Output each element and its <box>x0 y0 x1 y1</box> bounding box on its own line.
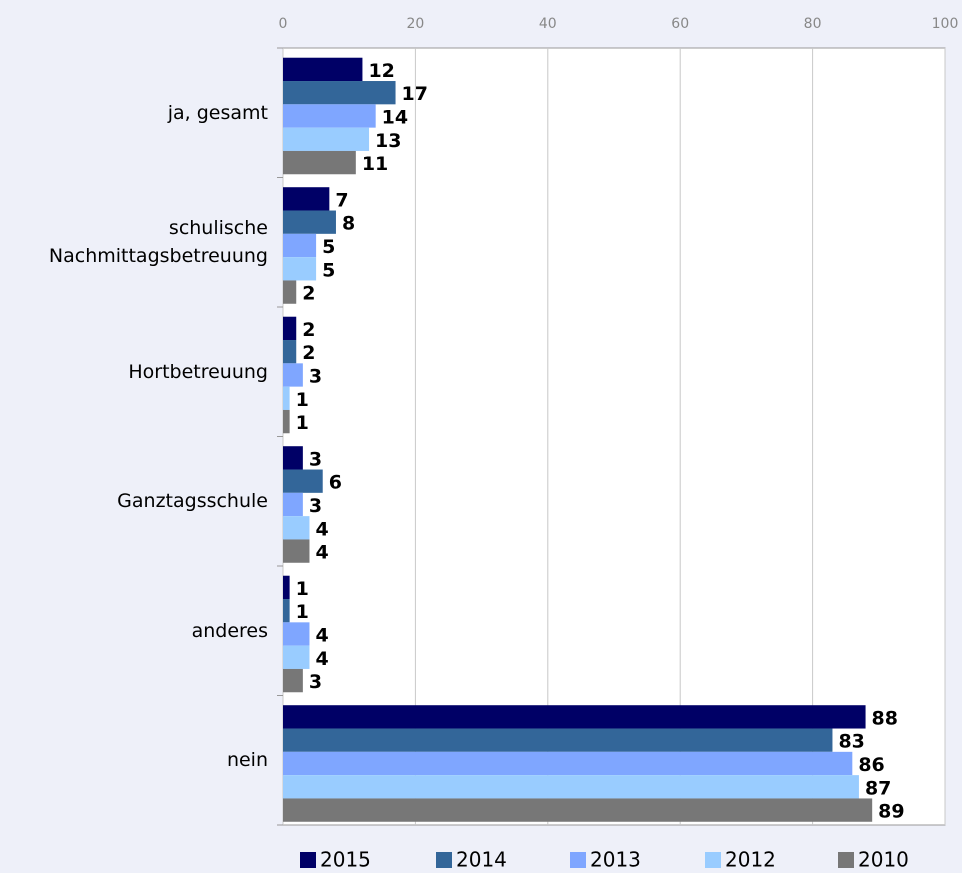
data-label: 1 <box>296 601 309 623</box>
data-label: 2 <box>302 319 315 341</box>
data-label: 12 <box>368 60 394 82</box>
bar <box>283 668 303 693</box>
data-label: 6 <box>329 472 342 494</box>
legend-swatch <box>705 852 721 868</box>
bar <box>283 469 323 493</box>
x-tick-label: 80 <box>804 16 822 32</box>
bar <box>283 798 873 822</box>
category-label: Ganztagsschule <box>117 490 268 513</box>
bar <box>283 516 310 540</box>
bar <box>283 575 290 600</box>
data-label: 8 <box>342 213 355 235</box>
data-label: 1 <box>296 389 309 411</box>
data-label: 1 <box>296 578 309 600</box>
data-label: 4 <box>315 518 328 540</box>
category-label: anderes <box>191 619 268 642</box>
data-label: 13 <box>375 130 401 152</box>
bar <box>283 539 310 563</box>
legend-swatch <box>570 852 586 868</box>
bar <box>283 81 396 105</box>
bar <box>283 187 330 211</box>
data-label: 89 <box>878 801 904 823</box>
plot-area <box>282 47 946 826</box>
bar <box>283 150 356 175</box>
legend-label: 2010 <box>858 848 909 872</box>
data-label: 11 <box>362 153 388 175</box>
data-label: 17 <box>402 83 428 105</box>
x-tick-label: 40 <box>539 16 557 32</box>
x-tick-label: 60 <box>671 16 689 32</box>
data-label: 86 <box>858 754 884 776</box>
category-label: Hortbetreuung <box>128 360 268 383</box>
category-label: schulische Nachmittagsbetreuung <box>48 217 268 268</box>
legend-swatch <box>436 852 452 868</box>
data-label: 7 <box>335 189 348 211</box>
data-label: 4 <box>315 542 328 564</box>
category-label: ja, gesamt <box>167 101 268 124</box>
bar <box>283 363 303 387</box>
legend-label: 2013 <box>590 848 641 872</box>
x-tick-label: 20 <box>406 16 424 32</box>
bar <box>283 728 833 752</box>
bar <box>283 57 363 82</box>
bar <box>283 492 303 517</box>
bar <box>283 210 336 234</box>
data-label: 2 <box>302 283 315 305</box>
data-label: 4 <box>315 624 328 646</box>
bar <box>283 257 317 281</box>
data-label: 88 <box>872 707 898 729</box>
bar <box>283 316 297 341</box>
data-label: 14 <box>382 106 408 128</box>
bar <box>283 409 290 434</box>
bar <box>283 104 376 128</box>
bar <box>283 386 290 410</box>
data-label: 2 <box>302 342 315 364</box>
bar <box>283 705 866 729</box>
category-label: nein <box>226 749 268 772</box>
legend-label: 2015 <box>320 848 371 872</box>
data-label: 3 <box>309 671 322 693</box>
x-tick-label: 100 <box>932 16 959 32</box>
bar <box>283 127 370 151</box>
bar <box>283 599 290 623</box>
data-label: 3 <box>309 365 322 387</box>
data-label: 5 <box>322 259 335 281</box>
data-label: 1 <box>296 412 309 434</box>
bar <box>283 233 317 258</box>
data-label: 3 <box>309 495 322 517</box>
data-label: 4 <box>315 648 328 670</box>
bar <box>283 446 303 470</box>
data-label: 5 <box>322 236 335 258</box>
data-label: 3 <box>309 448 322 470</box>
bar <box>283 340 297 364</box>
data-label: 87 <box>865 777 891 799</box>
x-tick-label: 0 <box>279 16 288 32</box>
bar <box>283 280 297 304</box>
bar <box>283 775 859 799</box>
legend-swatch <box>300 852 316 868</box>
bar <box>283 645 310 669</box>
data-label: 83 <box>838 731 864 753</box>
legend-swatch <box>838 852 854 868</box>
legend-label: 2012 <box>725 848 776 872</box>
legend-label: 2014 <box>456 848 507 872</box>
bar <box>283 622 310 646</box>
bar <box>283 751 853 776</box>
